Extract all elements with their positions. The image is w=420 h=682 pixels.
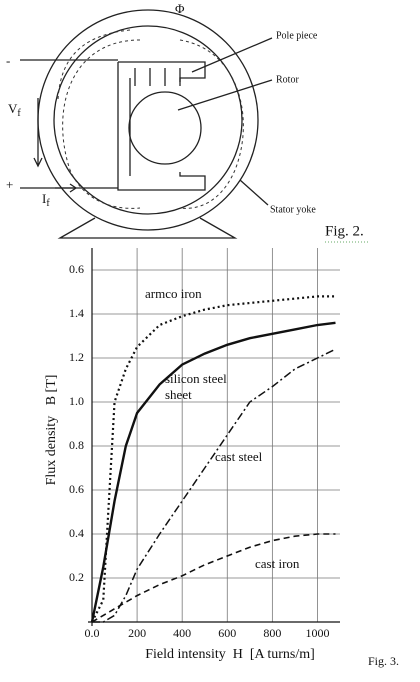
x-tick-label: 0.0 (85, 626, 100, 640)
label-stator-yoke: Stator yoke (270, 204, 316, 215)
vf-sub: f (17, 108, 21, 119)
label-if: If (42, 191, 50, 209)
series-line (91, 295, 336, 623)
x-tick-label: 800 (263, 626, 281, 640)
motor-diagram: Φ Pole piece Rotor Stator yoke - + Vf If… (6, 1, 368, 243)
series-line (91, 533, 336, 623)
leader-line (191, 37, 273, 73)
label-vf: Vf (8, 101, 21, 119)
current-arrow (55, 183, 78, 193)
label-pole-piece: Pole piece (276, 30, 318, 41)
pole-piece (117, 61, 206, 191)
base (57, 217, 238, 239)
y-tick-label: 0.8 (69, 438, 84, 452)
leader-line (239, 179, 269, 206)
label-line: silicon steel (165, 371, 227, 386)
y-tick-label: 0.6 (69, 482, 84, 496)
label-rotor: Rotor (276, 74, 299, 85)
label-line: sheet (165, 387, 192, 402)
if-sub: f (46, 198, 50, 209)
series-line (90, 321, 336, 623)
label-plus: + (6, 177, 13, 192)
if-main: I (42, 191, 46, 206)
y-tick-label: 0.2 (69, 570, 84, 584)
y-tick-label: 0.6 (69, 262, 84, 276)
y-tick-label: 0.4 (69, 526, 84, 540)
series-label: cast iron (255, 556, 300, 571)
series-label: cast steel (215, 449, 263, 464)
y-axis-label: Flux density B [T] (44, 375, 59, 486)
flux-line (57, 29, 131, 101)
x-tick-label: 200 (128, 626, 146, 640)
x-tick-label: 1000 (305, 626, 329, 640)
fig2-caption: Fig. 2. (325, 223, 364, 239)
y-tick-label: 1.0 (69, 394, 84, 408)
arrow-head (33, 157, 43, 168)
vf-main: V (8, 101, 18, 116)
leader-line (177, 79, 273, 111)
x-tick-label: 600 (218, 626, 236, 640)
series-line (92, 348, 336, 623)
flux-chart: Flux density B [T] Field intensity H [A … (44, 248, 399, 668)
label-minus: - (6, 53, 10, 68)
x-axis-label: Field intensity H [A turns/m] (145, 647, 315, 662)
stator-outer (37, 9, 259, 231)
label-phi: Φ (175, 1, 185, 16)
stator-inner (53, 25, 243, 215)
y-tick-label: 1.2 (69, 350, 84, 364)
series-label: silicon steel sheet (165, 371, 227, 402)
rotor-shape (128, 91, 202, 165)
flux-line (179, 39, 244, 209)
x-tick-label: 400 (173, 626, 191, 640)
fig3-caption: Fig. 3. (368, 654, 399, 668)
series-label: armco iron (145, 286, 202, 301)
y-tick-label: 1.4 (69, 306, 84, 320)
flux-line (62, 39, 141, 209)
